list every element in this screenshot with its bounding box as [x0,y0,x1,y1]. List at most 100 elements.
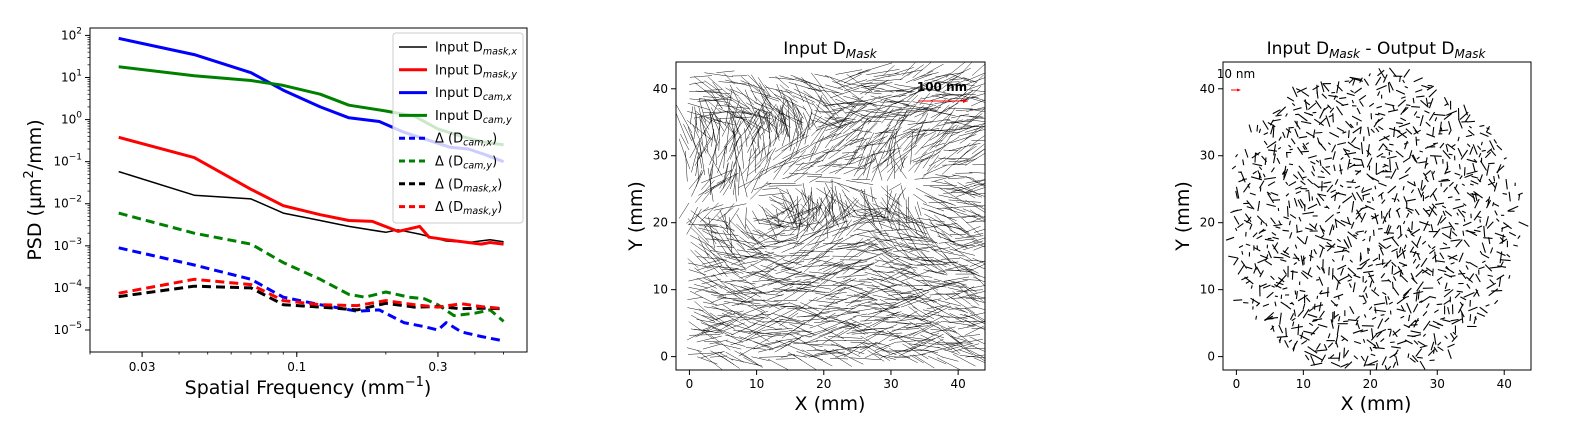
vector-arrow [1456,212,1459,216]
vector-arrow [1300,120,1312,125]
vector-arrow [789,221,822,230]
vector-arrow [1355,319,1359,326]
vector-arrow [937,337,961,354]
vector-arrow [1320,234,1325,238]
vector-arrow [824,299,844,307]
vector-arrow [1395,161,1399,170]
vector-arrow [1344,349,1350,357]
vector-arrow [957,158,977,166]
vector-arrow [1294,128,1299,138]
vector-arrow [782,144,810,160]
vector-arrow [916,201,922,216]
vector-arrow [782,173,799,180]
vector-arrow [814,117,832,128]
vector-arrow [1489,266,1502,269]
vector-arrow [1485,304,1490,307]
vector-arrow [1289,148,1293,151]
vector-arrow [846,212,868,237]
vector-arrow [1374,212,1379,225]
vector-arrow [702,119,713,134]
vector-arrow [772,118,786,147]
vector-arrow [687,218,710,243]
vector-arrow [709,250,735,256]
vector-arrow [794,274,816,278]
vector-arrow [1274,301,1277,307]
vector-arrow [704,89,723,91]
vector-arrow [1449,275,1456,278]
vector-arrow [1252,232,1258,238]
vector-arrow [1336,127,1345,132]
vector-arrow [823,336,852,352]
vector-arrow [866,154,874,180]
vector-arrow [901,313,935,323]
vector-arrow [1411,106,1420,108]
vector-arrow [1280,259,1287,262]
vector-arrow [947,78,969,88]
vector-arrow [1334,194,1337,202]
vector-arrow [1455,198,1461,201]
vector-arrow [745,330,762,341]
vector-arrow [874,308,910,318]
vector-arrow [929,129,951,151]
vector-arrow [775,358,796,360]
vector-arrow [751,292,783,296]
vector-arrow [1316,295,1319,300]
vector-arrow [924,129,939,137]
vector-arrow [780,315,806,323]
vector-arrow [818,133,837,141]
vector-arrow [965,179,985,184]
vector-arrow [901,133,926,160]
vector-arrow [894,144,918,161]
vector-arrow [1332,113,1334,123]
vector-arrow [1484,264,1493,272]
vector-arrow [768,196,793,212]
vector-arrow [1338,316,1341,322]
vector-arrow [1329,354,1335,359]
vector-arrow [951,222,978,241]
vector-arrow [853,90,882,95]
vector-arrow [704,217,729,223]
vector-arrow [879,228,909,232]
vector-arrow [834,185,842,217]
vector-arrow [1420,257,1428,268]
vector-arrow [1360,262,1368,270]
vector-arrow [1285,128,1292,134]
vector-arrow [711,305,736,316]
vector-arrow [698,98,729,103]
vector-arrow [838,345,868,351]
vector-arrow [1390,341,1395,344]
vector-arrow [762,206,778,239]
vector-arrow [1297,324,1300,336]
vector-arrow [1426,133,1436,138]
vector-arrow [764,251,784,258]
vector-arrow [814,73,830,78]
vector-arrow [1317,194,1325,202]
vector-arrow [724,214,729,233]
vector-arrow [832,81,853,89]
vector-arrow [1305,142,1310,146]
vector-arrow [922,303,951,317]
vector-arrow [1377,91,1381,96]
vector-arrow [810,237,827,250]
vector-arrow [1273,256,1284,259]
vector-arrow [888,144,893,169]
vector-arrow [1288,163,1294,166]
vector-arrow [1282,229,1289,232]
vector-arrow [740,114,756,144]
vector-arrow [774,220,805,225]
vector-arrow [853,157,866,177]
vector-arrow [1320,81,1325,93]
vector-arrow [1244,276,1254,285]
vector-arrow [907,121,932,125]
vector-arrow [1400,106,1407,116]
vector-arrow [772,195,792,204]
vector-arrow [1267,193,1275,204]
vector-arrow [711,296,727,303]
vector-arrow [885,78,903,81]
vector-arrow [1447,121,1452,131]
vector-arrow [800,117,802,139]
legend-entry: Input Dmask,x [435,41,517,58]
vector-arrow [1360,355,1365,362]
vector-arrow [1388,211,1391,219]
vector-arrow [893,150,896,179]
